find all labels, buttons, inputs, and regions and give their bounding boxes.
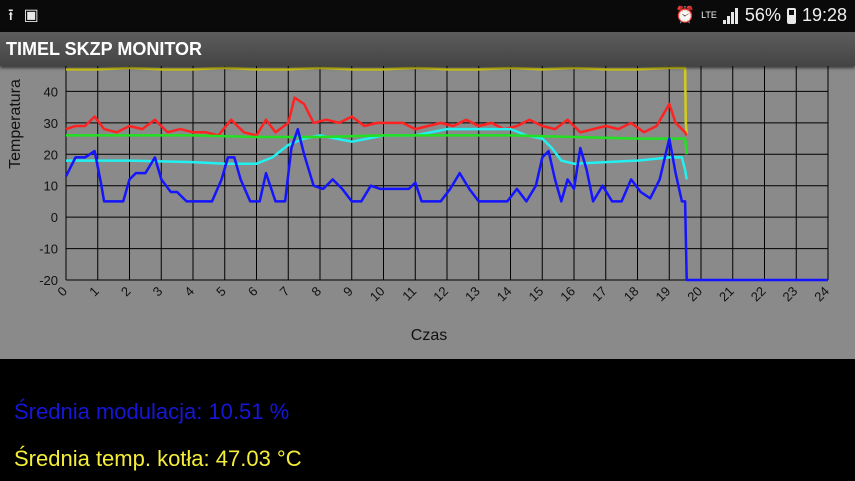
signal-icon bbox=[722, 7, 739, 24]
series-line-4 bbox=[66, 134, 688, 155]
lte-icon: LTE bbox=[701, 10, 717, 20]
x-tick-label: 18 bbox=[621, 284, 642, 305]
image-icon: ▣ bbox=[23, 7, 39, 24]
x-tick-label: 6 bbox=[245, 284, 261, 300]
y-tick-label: -20 bbox=[39, 273, 58, 288]
x-tick-label: 16 bbox=[557, 284, 578, 305]
x-tick-label: 11 bbox=[399, 284, 419, 304]
x-tick-label: 14 bbox=[494, 284, 515, 305]
series-line-2 bbox=[65, 96, 688, 137]
y-tick-label: 40 bbox=[44, 84, 58, 99]
status-bar: ⭱ ▣ ⏰ LTE 56% 19:28 bbox=[0, 0, 855, 32]
x-tick-label: 7 bbox=[277, 284, 293, 300]
series-line-5 bbox=[64, 127, 828, 282]
y-tick-label: 20 bbox=[44, 147, 58, 162]
chart-area[interactable]: 50403020100-10-2001234567891011121314151… bbox=[0, 66, 855, 359]
y-axis-label: Temperatura bbox=[7, 79, 24, 169]
x-tick-label: 23 bbox=[780, 284, 801, 305]
y-tick-label: 0 bbox=[51, 210, 58, 225]
y-tick-label: 10 bbox=[44, 179, 58, 194]
x-tick-label: 8 bbox=[308, 284, 324, 300]
x-tick-label: 5 bbox=[213, 284, 229, 300]
x-tick-label: 9 bbox=[340, 284, 356, 300]
x-tick-label: 17 bbox=[589, 284, 610, 305]
x-tick-label: 21 bbox=[716, 284, 737, 305]
y-tick-label: 30 bbox=[44, 116, 58, 131]
temperature-chart[interactable]: 50403020100-10-2001234567891011121314151… bbox=[0, 66, 855, 359]
x-tick-label: 24 bbox=[811, 284, 832, 305]
average-boiler-temp-text: Średnia temp. kotła: 47.03 °C bbox=[14, 446, 302, 471]
battery-percent: 56% bbox=[744, 5, 781, 25]
x-tick-label: 4 bbox=[181, 284, 197, 300]
alarm-icon: ⏰ bbox=[675, 6, 696, 24]
x-tick-label: 20 bbox=[684, 284, 705, 305]
clock: 19:28 bbox=[801, 5, 847, 25]
battery-icon bbox=[786, 7, 796, 24]
y-tick-label: -10 bbox=[39, 242, 58, 257]
y-tick-label: 50 bbox=[44, 66, 58, 68]
app-title: TIMEL SKZP MONITOR bbox=[6, 39, 203, 59]
x-axis-label: Czas bbox=[411, 327, 447, 344]
x-tick-label: 19 bbox=[653, 284, 674, 305]
x-tick-label: 1 bbox=[86, 284, 102, 300]
x-tick-label: 12 bbox=[430, 284, 451, 305]
x-tick-label: 15 bbox=[526, 284, 547, 305]
x-tick-label: 3 bbox=[150, 284, 166, 300]
x-tick-label: 13 bbox=[462, 284, 483, 305]
average-modulation-text: Średnia modulacja: 10.51 % bbox=[14, 399, 290, 424]
x-tick-label: 22 bbox=[748, 284, 769, 305]
x-tick-label: 0 bbox=[54, 284, 70, 300]
x-tick-label: 2 bbox=[118, 284, 134, 300]
series-line-1 bbox=[66, 66, 688, 136]
app-bar: TIMEL SKZP MONITOR bbox=[0, 32, 855, 66]
summary-panel: Średnia modulacja: 10.51 % Średnia temp.… bbox=[0, 359, 855, 481]
x-tick-label: 10 bbox=[367, 284, 388, 305]
upload-icon: ⭱ bbox=[8, 7, 14, 24]
